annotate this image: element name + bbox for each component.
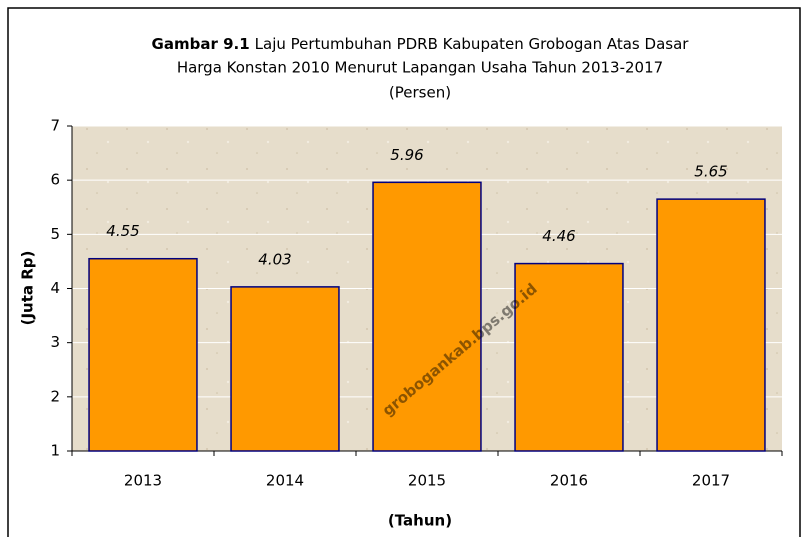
value-label: 5.65: [694, 163, 727, 181]
y-tick-label: 1: [50, 442, 60, 460]
value-label: 4.55: [106, 222, 139, 240]
value-label: 5.96: [390, 146, 423, 164]
y-tick-label: 3: [50, 333, 60, 351]
x-tick-label: 2014: [266, 472, 304, 490]
title-label: Gambar 9.1: [152, 35, 250, 53]
y-tick-label: 5: [50, 225, 60, 243]
x-axis-label: (Tahun): [388, 512, 452, 530]
value-label: 4.46: [542, 227, 575, 245]
y-axis-label: (Juta Rp): [19, 251, 37, 326]
bar: [88, 257, 198, 452]
y-tick-label: 2: [50, 387, 60, 405]
y-tick-label: 6: [50, 171, 60, 189]
bar: [372, 181, 482, 452]
bar: [230, 286, 340, 452]
y-tick-label: 4: [50, 279, 60, 297]
value-label: 4.03: [258, 250, 291, 268]
title-line: Laju Pertumbuhan PDRB Kabupaten Grobogan…: [255, 35, 690, 53]
chart-title: Harga Konstan 2010 Menurut Lapangan Usah…: [177, 59, 663, 77]
bar: [514, 262, 624, 452]
x-tick-label: 2017: [692, 472, 730, 490]
chart-title: Gambar 9.1 Laju Pertumbuhan PDRB Kabupate…: [152, 35, 690, 53]
x-tick-label: 2013: [124, 472, 162, 490]
y-tick-label: 7: [50, 117, 60, 135]
bar: [656, 198, 766, 452]
chart-title: (Persen): [389, 84, 451, 102]
x-tick-label: 2016: [550, 472, 588, 490]
x-tick-label: 2015: [408, 472, 446, 490]
